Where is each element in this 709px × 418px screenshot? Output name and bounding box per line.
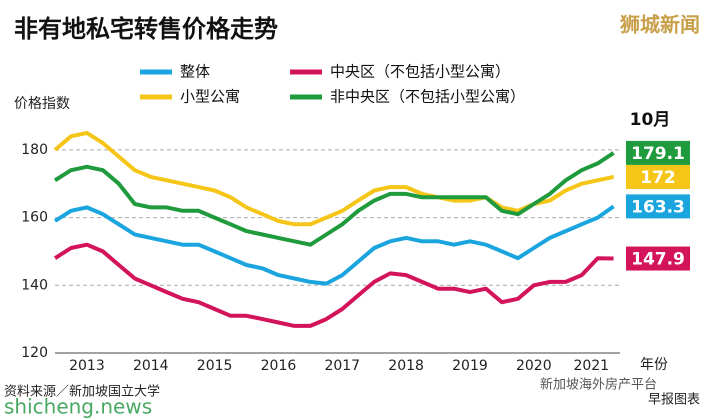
x-tick-label: 2016 [261,358,297,374]
series-line [53,242,614,328]
x-tick-label: 2014 [133,358,169,374]
series-line [53,204,615,286]
legend-label: 小型公寓 [180,88,240,106]
legend-label: 整体 [180,63,210,81]
value-box [626,164,690,189]
x-tick-label: 2013 [69,358,105,374]
legend-label: 中央区（不包括小型公寓） [330,63,510,81]
x-tick-label: 2015 [197,358,233,374]
x-tick-label: 2019 [452,358,488,374]
value-label: 179.1 [631,144,685,164]
x-tick-label: 2017 [324,358,360,374]
legend-label: 非中央区（不包括小型公寓） [330,88,525,106]
value-box [626,246,690,271]
source: 资料来源／新加坡国立大学 [4,384,160,400]
end-label: 10月 [630,110,671,130]
series-line [53,130,615,227]
y-tick-label: 180 [21,142,48,158]
y-tick-label: 160 [21,210,48,226]
y-tick-label: 120 [21,345,48,361]
credit: 早报图表 [648,393,700,408]
brand: 狮城新闻 [620,13,700,37]
value-label: 147.9 [631,250,685,270]
series-line [53,151,615,247]
x-tick-label: 2020 [516,358,552,374]
value-box [626,194,690,219]
value-label: 172 [640,168,676,188]
value-box [626,140,690,165]
x-tick-label: 2021 [573,358,609,374]
watermark: shicheng.news [4,395,152,418]
x-tick-label: 2018 [388,358,424,374]
x-axis-label: 年份 [640,357,668,373]
y-tick-label: 140 [21,277,48,293]
chart-title: 非有地私宅转售价格走势 [14,15,278,43]
footer: 新加坡海外房产平台 [540,377,657,393]
value-label: 163.3 [631,197,685,217]
y-axis-label: 价格指数 [14,96,70,112]
